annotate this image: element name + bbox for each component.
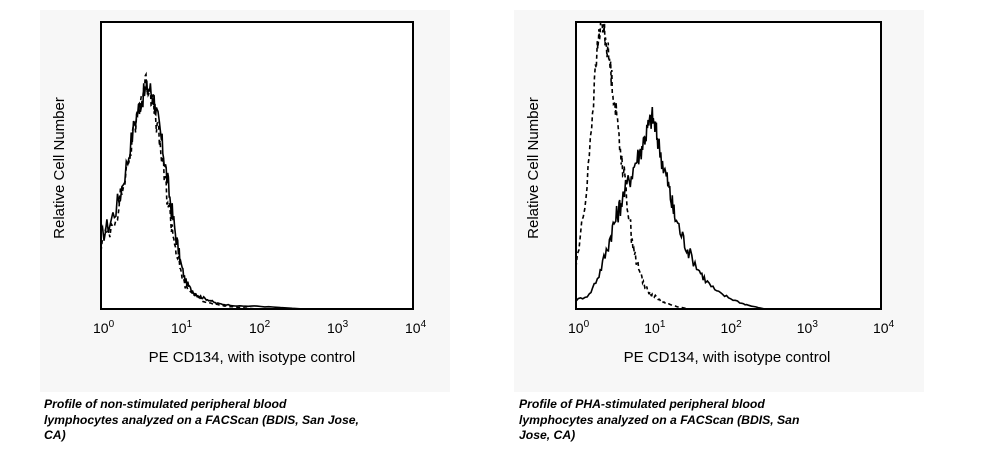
x-tick-label: 102 bbox=[721, 319, 743, 336]
cd134-histogram bbox=[575, 106, 766, 310]
isotype-control-histogram bbox=[100, 71, 258, 310]
x-tick-label: 101 bbox=[171, 319, 193, 336]
x-tick-label: 104 bbox=[873, 319, 895, 336]
figure-caption-left: Profile of non-stimulated peripheral blo… bbox=[44, 397, 359, 442]
figure-caption-right: Profile of PHA-stimulated peripheral blo… bbox=[519, 397, 800, 442]
y-axis-label: Relative Cell Number bbox=[51, 97, 68, 239]
y-axis-label: Relative Cell Number bbox=[525, 97, 542, 239]
x-tick-label: 100 bbox=[568, 319, 590, 336]
plot-frame bbox=[575, 21, 882, 310]
x-tick-label: 100 bbox=[93, 319, 115, 336]
plot-frame bbox=[100, 21, 414, 310]
x-tick-label: 103 bbox=[797, 319, 819, 336]
x-tick-label: 104 bbox=[405, 319, 427, 336]
x-tick-label: 101 bbox=[644, 319, 666, 336]
x-axis-label: PE CD134, with isotype control bbox=[149, 349, 356, 366]
x-tick-label: 103 bbox=[327, 319, 349, 336]
x-axis-label: PE CD134, with isotype control bbox=[624, 349, 831, 366]
isotype-control-histogram bbox=[575, 21, 689, 310]
x-tick-label: 102 bbox=[249, 319, 271, 336]
